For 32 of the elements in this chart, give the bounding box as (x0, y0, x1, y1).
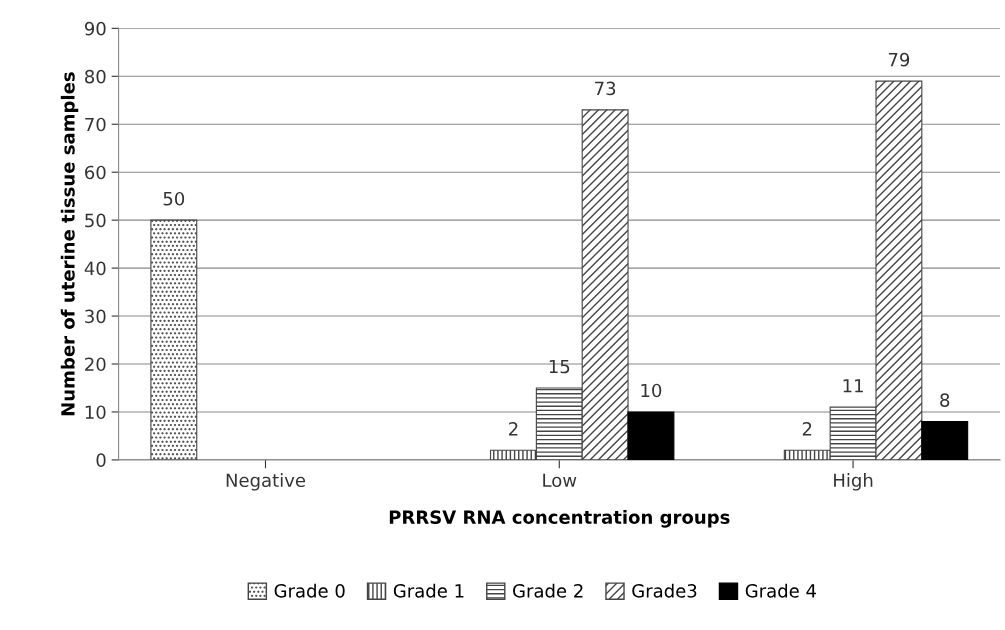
x-tick-label: Low (543, 473, 577, 488)
y-tick-label: 0 (96, 453, 106, 468)
y-tick-label: 60 (85, 165, 106, 180)
y-axis-title: Number of uterine tissue samples (60, 72, 79, 416)
legend-label: Grade 0 (274, 583, 345, 598)
y-tick-label: 90 (84, 21, 106, 36)
legend-label: Grade 4 (745, 583, 816, 598)
y-tick-label: 20 (85, 357, 106, 372)
data-label: 15 (549, 359, 570, 374)
data-label: 2 (802, 422, 812, 436)
data-label: 2 (509, 422, 518, 436)
legend-label: Grade3 (632, 583, 697, 598)
bar (627, 411, 675, 460)
data-label: 73 (595, 81, 616, 96)
y-tick-label: 50 (85, 213, 106, 228)
bar (921, 420, 969, 460)
x-tick-label: High (834, 473, 873, 491)
y-tick-label: 30 (85, 309, 106, 324)
y-tick-label: 40 (84, 261, 106, 276)
y-tick-label: 10 (85, 405, 106, 420)
x-tick-label: Negative (226, 473, 306, 491)
data-label: 50 (163, 191, 185, 206)
y-tick-label: 80 (85, 69, 106, 84)
legend-label: Grade 1 (393, 583, 464, 598)
data-label: 8 (940, 393, 950, 407)
data-label: 79 (888, 52, 910, 67)
y-tick-label: 70 (85, 117, 106, 132)
x-axis-title: PRRSV RNA concentration groups (389, 510, 730, 528)
data-label: 11 (843, 379, 863, 393)
legend-label: Grade 2 (513, 583, 583, 598)
bar (150, 219, 198, 460)
data-label: 10 (641, 383, 662, 398)
